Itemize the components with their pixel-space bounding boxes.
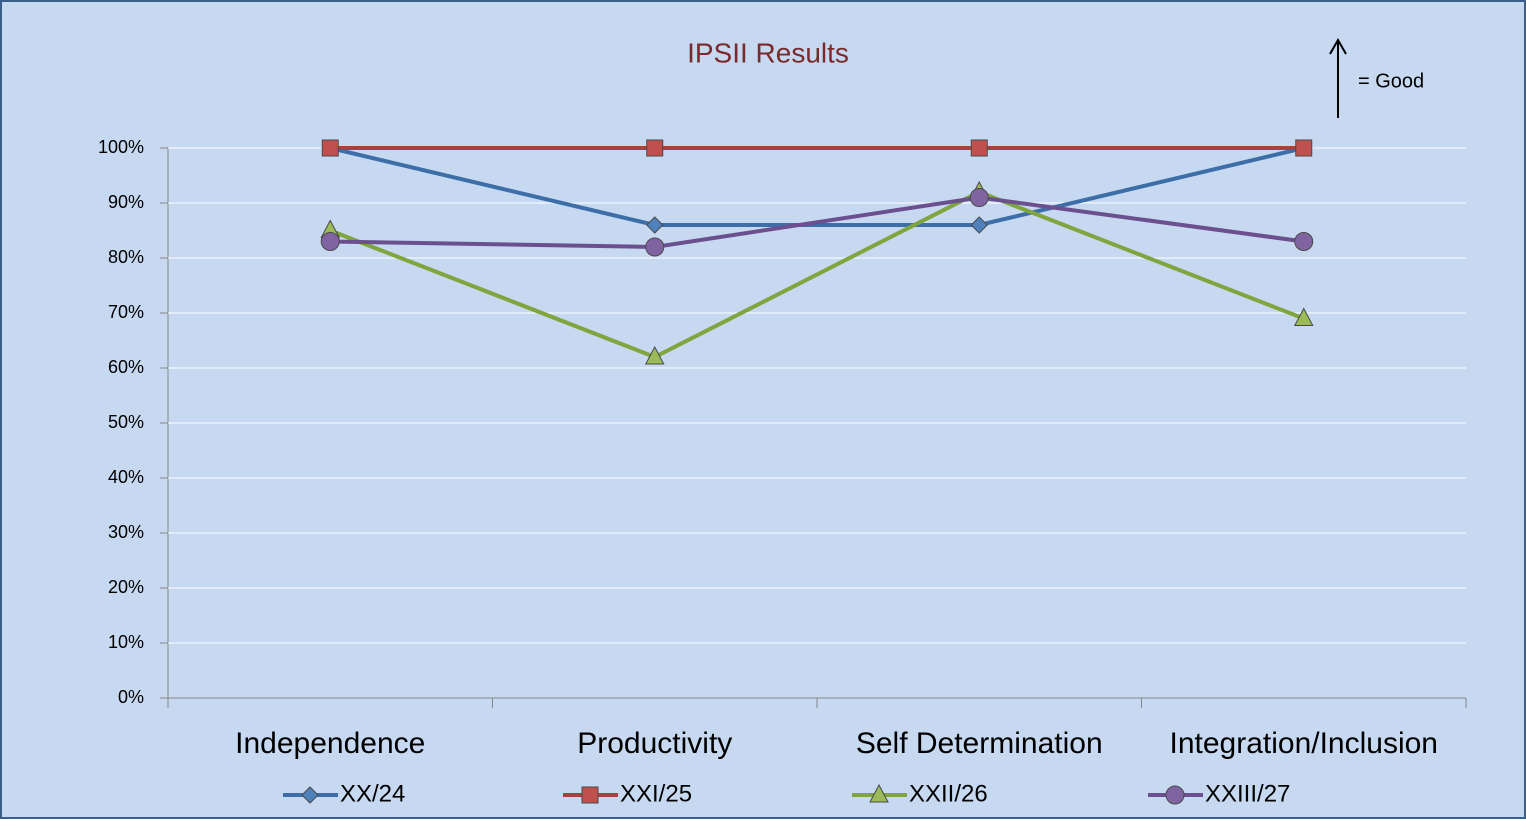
y-tick-label: 20% bbox=[108, 577, 144, 597]
legend-label: XXI/25 bbox=[620, 780, 692, 807]
marker bbox=[645, 237, 665, 257]
marker bbox=[1293, 307, 1314, 326]
legend-marker bbox=[1165, 785, 1185, 805]
y-tick-label: 60% bbox=[108, 357, 144, 377]
marker bbox=[644, 345, 665, 365]
marker bbox=[970, 139, 988, 157]
y-tick-label: 50% bbox=[108, 412, 144, 432]
x-tick-label: Productivity bbox=[577, 727, 732, 760]
legend-label: XXII/26 bbox=[909, 780, 988, 807]
annotation: = Good bbox=[1358, 70, 1424, 92]
y-tick-label: 80% bbox=[108, 247, 144, 267]
y-tick-label: 10% bbox=[108, 632, 144, 652]
legend-marker bbox=[581, 786, 599, 804]
x-tick-label: Self Determination bbox=[856, 727, 1103, 760]
marker bbox=[321, 139, 339, 157]
y-tick-label: 70% bbox=[108, 302, 144, 322]
marker bbox=[320, 232, 340, 251]
series-line bbox=[329, 146, 1305, 227]
marker bbox=[970, 216, 988, 234]
y-tick-label: 90% bbox=[108, 192, 144, 212]
good-arrowhead bbox=[1329, 37, 1347, 55]
marker bbox=[646, 139, 664, 157]
x-tick-label: Integration/Inclusion bbox=[1169, 727, 1438, 760]
series-line bbox=[330, 195, 1305, 250]
legend-marker bbox=[869, 783, 889, 803]
legend-marker bbox=[301, 786, 319, 804]
y-tick-label: 100% bbox=[98, 137, 144, 157]
legend-label: XX/24 bbox=[340, 780, 405, 807]
y-tick-label: 30% bbox=[108, 522, 144, 542]
x-tick-label: Independence bbox=[235, 727, 425, 760]
chart-title: IPSII Results bbox=[687, 37, 849, 68]
y-tick-label: 40% bbox=[108, 467, 144, 487]
marker bbox=[1295, 139, 1313, 157]
legend-label: XXIII/27 bbox=[1205, 780, 1290, 807]
marker bbox=[1294, 232, 1314, 251]
series-line bbox=[329, 189, 1305, 360]
marker bbox=[646, 216, 664, 234]
marker bbox=[969, 188, 989, 207]
y-tick-label: 0% bbox=[118, 687, 144, 707]
